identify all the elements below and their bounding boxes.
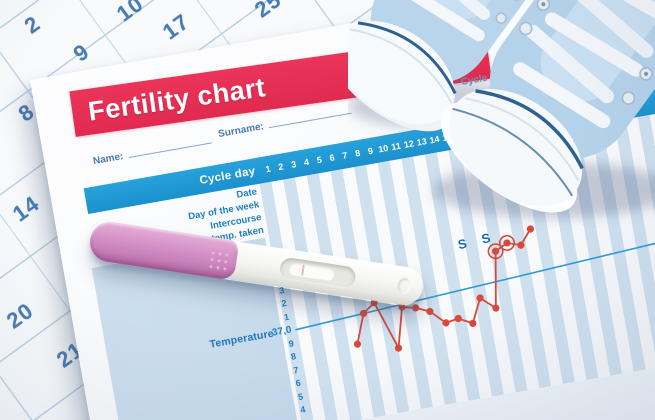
temperature-point bbox=[476, 294, 484, 302]
left-baby-shoe bbox=[348, 0, 546, 132]
pregnancy-test-result-line bbox=[301, 264, 305, 276]
temperature-point bbox=[454, 314, 462, 323]
left-shoe-laces bbox=[404, 0, 491, 42]
circled-temperature-point bbox=[498, 234, 515, 251]
right-shoe-laces bbox=[513, 0, 655, 129]
left-shoe-toe-cap bbox=[348, 21, 455, 125]
pregnancy-test-grip-dots bbox=[205, 246, 231, 272]
temperature-point bbox=[412, 304, 420, 312]
temperature-point bbox=[491, 247, 500, 255]
right-shoe-eyelets bbox=[518, 0, 653, 105]
temperature-point bbox=[503, 239, 511, 247]
right-shoe-trim-line bbox=[475, 89, 584, 170]
left-shoe-trim-line bbox=[357, 21, 457, 95]
temperature-point bbox=[426, 307, 434, 316]
right-baby-shoe bbox=[440, 0, 655, 213]
right-shoe-eyelet-holes bbox=[541, 2, 649, 76]
fertility-chart-paper: Fertility chart Name: Surname: Cycle len… bbox=[30, 0, 655, 420]
temperature-point bbox=[526, 225, 534, 233]
bbt-temperature-graph: S S bbox=[295, 211, 655, 352]
temperature-point bbox=[394, 344, 403, 352]
temperature-point bbox=[469, 319, 477, 327]
right-shoe-sole-line bbox=[452, 107, 574, 197]
coverline-37-0 bbox=[295, 211, 655, 331]
left-shoe-seam bbox=[349, 28, 453, 104]
pregnancy-test-result-strip bbox=[288, 261, 336, 282]
temperature-point bbox=[517, 241, 525, 249]
right-shoe-seam bbox=[465, 97, 580, 181]
temperature-point bbox=[442, 319, 450, 327]
temperature-point bbox=[359, 309, 368, 318]
left-shoe-eyelets bbox=[495, 0, 523, 24]
baby-shoes bbox=[348, 0, 655, 218]
temperature-point bbox=[492, 304, 500, 312]
temperature-point bbox=[353, 340, 362, 348]
temperature-point bbox=[398, 303, 406, 311]
